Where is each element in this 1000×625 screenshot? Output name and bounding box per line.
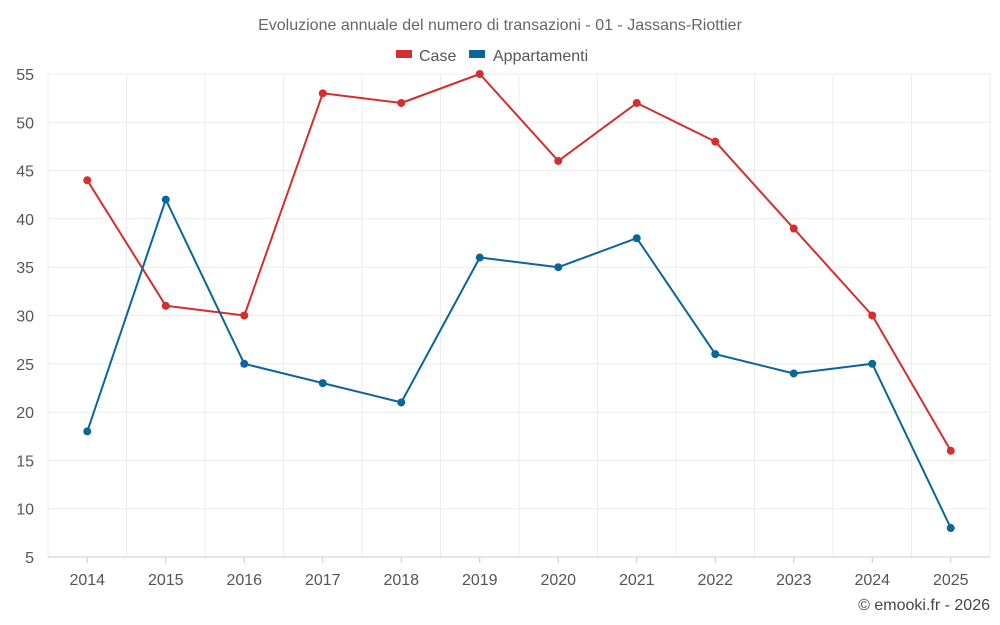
y-tick-label: 25 xyxy=(16,357,34,374)
y-tick-label: 10 xyxy=(16,502,34,519)
y-tick-label: 35 xyxy=(16,260,34,277)
y-tick-label: 30 xyxy=(16,309,34,326)
data-point-appartamenti[interactable] xyxy=(554,263,563,272)
data-point-appartamenti[interactable] xyxy=(868,359,877,368)
x-tick-label: 2020 xyxy=(540,572,576,589)
y-tick-label: 20 xyxy=(16,405,34,422)
y-tick-label: 45 xyxy=(16,164,34,181)
y-tick-label: 50 xyxy=(16,115,34,132)
legend-item-case[interactable]: Case xyxy=(396,48,456,65)
x-tick-label: 2018 xyxy=(383,572,419,589)
legend-item-appartamenti[interactable]: Appartamenti xyxy=(469,48,588,65)
data-point-case[interactable] xyxy=(868,311,877,320)
data-point-appartamenti[interactable] xyxy=(789,369,798,378)
legend-label-case: Case xyxy=(419,48,456,65)
series-line-appartamenti xyxy=(86,198,952,529)
data-point-appartamenti[interactable] xyxy=(946,524,955,533)
data-point-case[interactable] xyxy=(554,156,563,165)
data-point-case[interactable] xyxy=(240,311,249,320)
data-point-appartamenti[interactable] xyxy=(397,398,406,407)
data-point-case[interactable] xyxy=(789,224,798,233)
data-point-appartamenti[interactable] xyxy=(161,195,170,204)
y-tick-label: 55 xyxy=(16,67,34,84)
series-appartamenti xyxy=(83,195,955,533)
y-tick-label: 40 xyxy=(16,212,34,229)
y-tick-label: 15 xyxy=(16,453,34,470)
y-tick-label: 5 xyxy=(25,550,34,567)
data-point-appartamenti[interactable] xyxy=(83,427,92,436)
data-point-case[interactable] xyxy=(318,89,327,98)
x-tick-label: 2021 xyxy=(619,572,655,589)
data-point-case[interactable] xyxy=(83,176,92,185)
legend-swatch-case xyxy=(396,50,412,58)
data-point-case[interactable] xyxy=(632,98,641,107)
x-tick-label: 2019 xyxy=(462,572,498,589)
x-tick-label: 2025 xyxy=(933,572,969,589)
x-tick-label: 2015 xyxy=(148,572,184,589)
legend-label-appartamenti: Appartamenti xyxy=(493,48,588,65)
x-tick-label: 2014 xyxy=(69,572,105,589)
x-tick-label: 2017 xyxy=(305,572,341,589)
series xyxy=(83,70,955,533)
chart-title: Evoluzione annuale del numero di transaz… xyxy=(258,17,742,34)
x-tick-label: 2023 xyxy=(776,572,812,589)
data-point-appartamenti[interactable] xyxy=(240,359,249,368)
data-point-appartamenti[interactable] xyxy=(475,253,484,262)
credit-text: © emooki.fr - 2026 xyxy=(858,597,990,614)
series-case xyxy=(83,70,955,455)
series-line-case xyxy=(86,73,952,452)
data-point-appartamenti[interactable] xyxy=(318,379,327,388)
data-point-appartamenti[interactable] xyxy=(711,350,720,359)
legend: Case Appartamenti xyxy=(396,48,588,65)
x-tick-label: 2016 xyxy=(226,572,262,589)
data-point-case[interactable] xyxy=(475,70,484,78)
grid xyxy=(47,73,991,557)
x-tick-label: 2022 xyxy=(697,572,733,589)
legend-swatch-appartamenti xyxy=(469,50,485,58)
x-tick-label: 2024 xyxy=(854,572,890,589)
data-point-case[interactable] xyxy=(711,137,720,146)
data-point-case[interactable] xyxy=(161,301,170,310)
data-point-case[interactable] xyxy=(397,98,406,107)
data-point-case[interactable] xyxy=(946,446,955,455)
data-point-appartamenti[interactable] xyxy=(632,234,641,243)
